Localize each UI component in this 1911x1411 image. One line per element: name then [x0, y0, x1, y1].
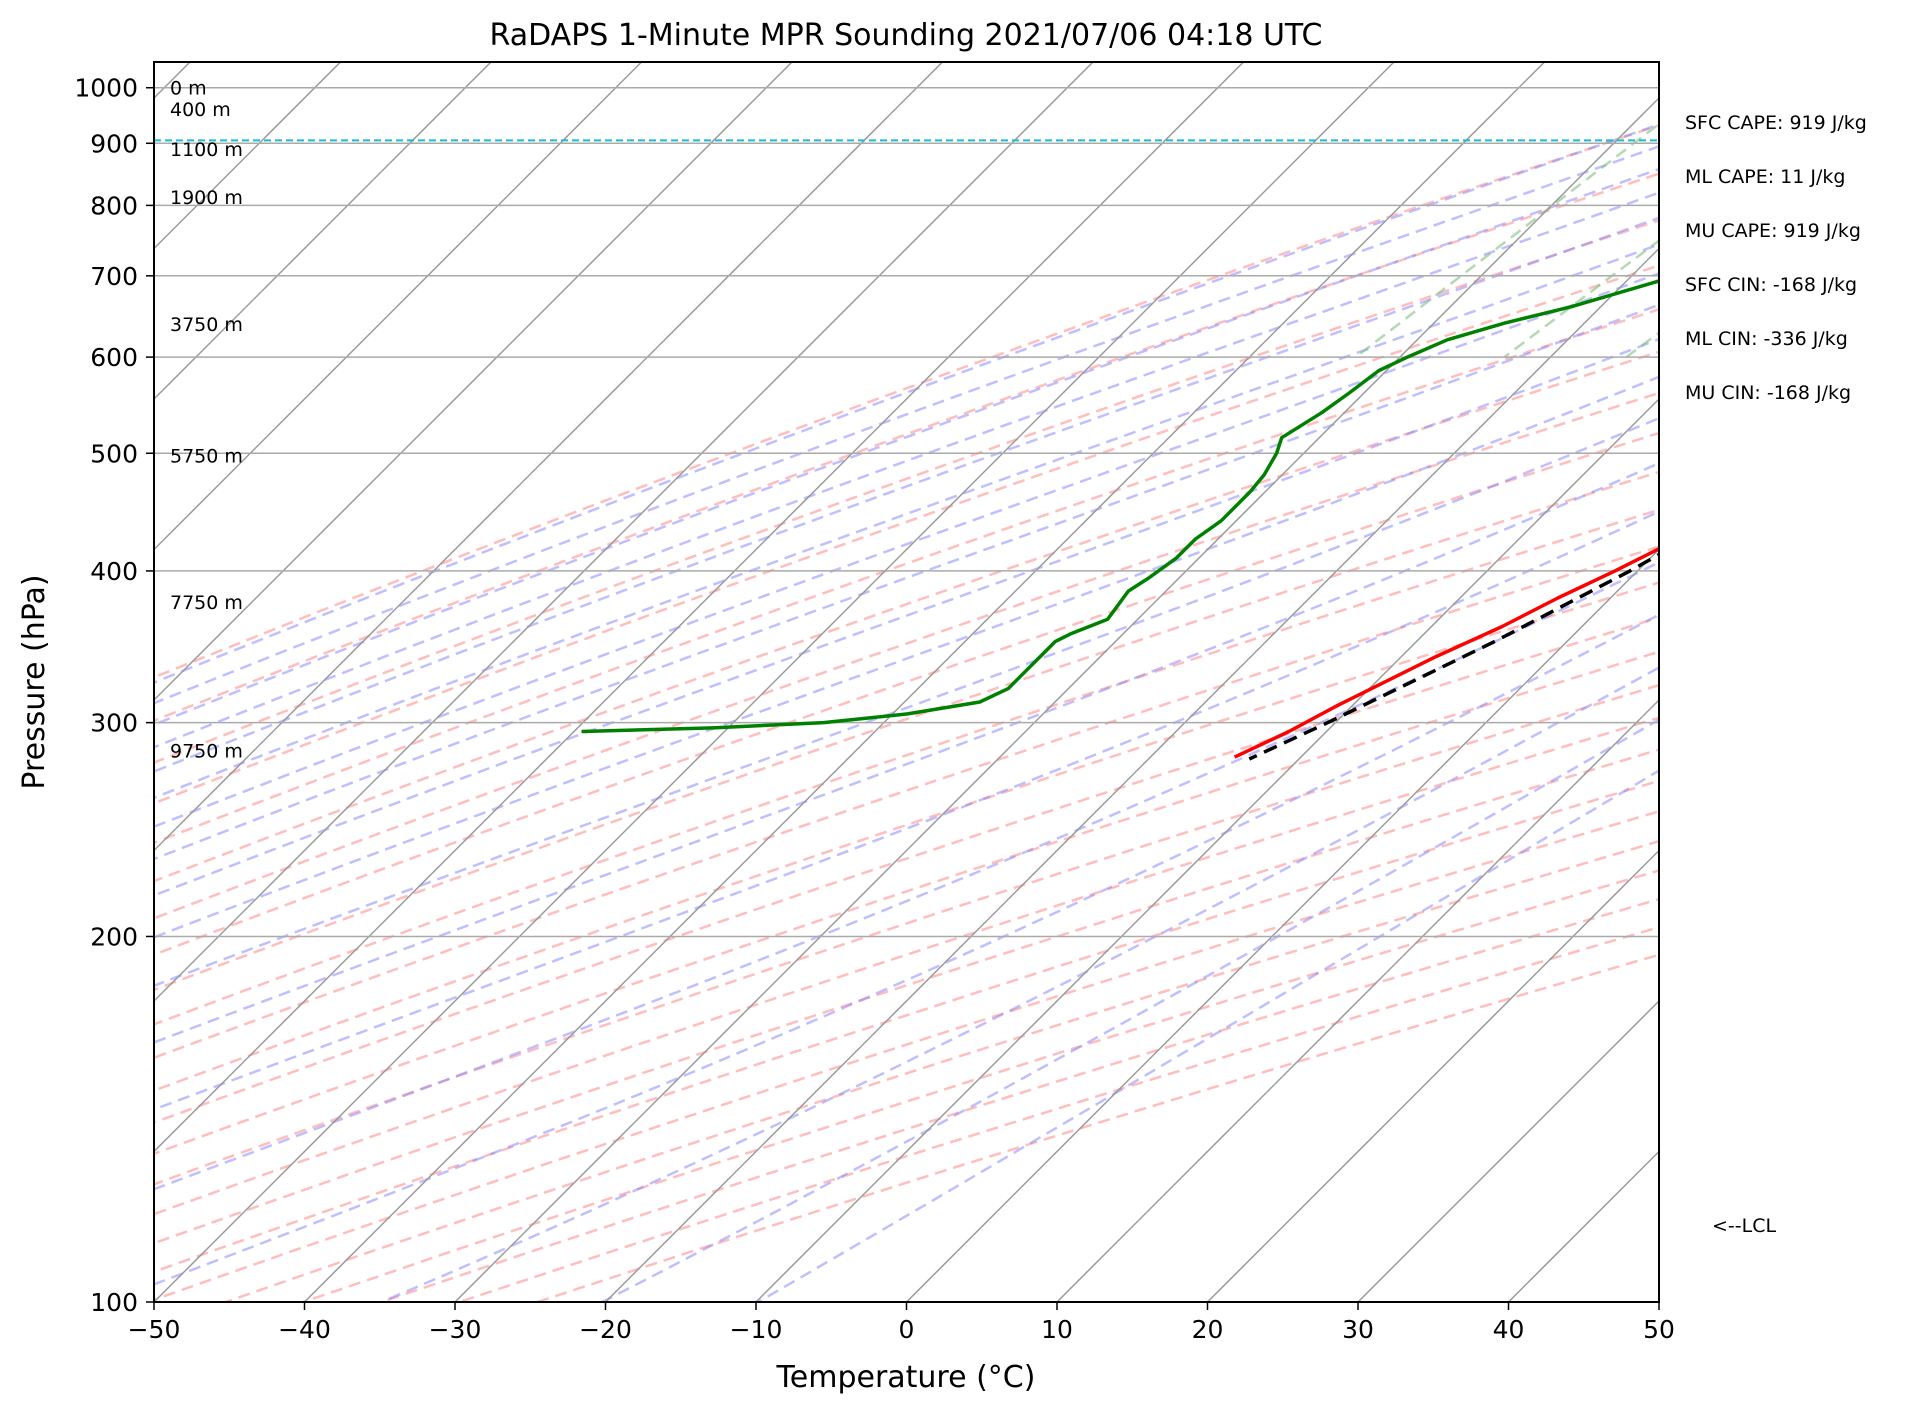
y-tick-label: 400 [90, 557, 138, 586]
x-tick-label: −50 [128, 1315, 181, 1344]
height-label: 5750 m [170, 446, 243, 468]
y-tick-label: 1000 [74, 74, 138, 103]
stat-line: MU CIN: -168 J/kg [1685, 382, 1851, 404]
stat-line: SFC CIN: -168 J/kg [1685, 274, 1857, 296]
stat-line: ML CIN: -336 J/kg [1685, 328, 1848, 350]
y-tick-label: 900 [90, 129, 138, 158]
stat-line: ML CAPE: 11 J/kg [1685, 166, 1845, 188]
x-tick-label: 0 [899, 1315, 915, 1344]
x-tick-label: −10 [730, 1315, 783, 1344]
chart-title: RaDAPS 1-Minute MPR Sounding 2021/07/06 … [490, 18, 1323, 53]
stat-line: MU CAPE: 919 J/kg [1685, 220, 1861, 242]
x-tick-label: 20 [1192, 1315, 1224, 1344]
x-axis-title: Temperature (°C) [776, 1360, 1036, 1395]
y-tick-label: 200 [90, 922, 138, 951]
height-label: 1100 m [170, 139, 243, 161]
y-tick-label: 100 [90, 1288, 138, 1317]
y-axis-title: Pressure (hPa) [17, 574, 52, 789]
x-tick-label: −20 [579, 1315, 632, 1344]
y-tick-label: 500 [90, 439, 138, 468]
height-label: 7750 m [170, 592, 243, 614]
x-tick-label: −40 [278, 1315, 331, 1344]
y-tick-label: 600 [90, 343, 138, 372]
y-tick-label: 700 [90, 262, 138, 291]
height-label: 9750 m [170, 740, 243, 762]
lcl-label: <--LCL [1712, 1215, 1776, 1237]
height-label: 3750 m [170, 314, 243, 336]
x-tick-label: 40 [1493, 1315, 1525, 1344]
height-label: 1900 m [170, 187, 243, 209]
height-label: 0 m [170, 77, 207, 99]
height-label: 400 m [170, 99, 231, 121]
x-tick-label: 50 [1643, 1315, 1675, 1344]
stat-line: SFC CAPE: 919 J/kg [1685, 112, 1867, 134]
y-tick-label: 800 [90, 191, 138, 220]
y-tick-label: 300 [90, 709, 138, 738]
x-tick-label: 30 [1342, 1315, 1374, 1344]
x-tick-label: −30 [429, 1315, 482, 1344]
x-tick-label: 10 [1041, 1315, 1073, 1344]
